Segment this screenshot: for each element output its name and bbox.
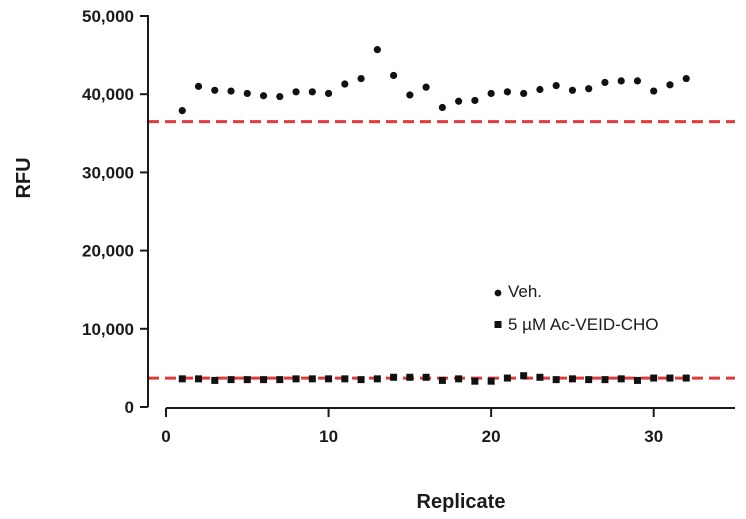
y-tick-label: 20,000: [82, 242, 134, 261]
legend-marker-veh: [494, 289, 502, 297]
data-point: [503, 374, 511, 382]
y-tick-label: 30,000: [82, 163, 134, 182]
data-point: [406, 373, 414, 381]
data-point: [520, 89, 528, 98]
data-point: [357, 376, 365, 384]
data-point: [194, 82, 203, 90]
data-point: [568, 375, 576, 383]
legend-marker-ac-veid-cho: [494, 321, 502, 328]
x-tick-label: 20: [482, 427, 501, 446]
legend-label-veh: Veh.: [508, 282, 542, 301]
data-point: [211, 86, 219, 94]
y-axis-ticks: 0 10,000 20,000 30,000 40,000 50,000: [82, 7, 148, 417]
data-point: [373, 375, 381, 383]
data-point: [487, 89, 495, 98]
data-point: [178, 107, 186, 115]
data-point: [552, 376, 560, 384]
data-point: [324, 89, 333, 98]
data-point: [536, 373, 544, 381]
data-point: [682, 374, 690, 382]
data-point: [292, 88, 300, 96]
data-point: [536, 85, 544, 94]
legend: Veh. 5 µM Ac-VEID-CHO: [494, 282, 659, 334]
data-point: [422, 83, 430, 91]
data-point: [406, 91, 414, 99]
data-point: [650, 87, 658, 95]
data-point: [178, 375, 186, 383]
data-point: [633, 77, 642, 85]
data-point: [455, 375, 463, 383]
data-point: [585, 376, 593, 384]
data-point: [438, 376, 446, 384]
legend-label-ac-veid-cho: 5 µM Ac-VEID-CHO: [508, 315, 659, 334]
data-point: [373, 46, 381, 54]
data-point: [682, 74, 690, 83]
axes: [147, 15, 735, 409]
data-point: [455, 97, 463, 105]
y-tick-label: 10,000: [82, 320, 134, 339]
data-point: [471, 96, 479, 105]
data-point: [666, 81, 674, 89]
series-ac-veid-cho: [178, 372, 690, 385]
data-point: [617, 77, 625, 85]
data-point: [292, 375, 300, 383]
data-point: [471, 377, 479, 385]
data-point: [243, 376, 251, 384]
data-point: [227, 87, 235, 95]
y-tick-label: 40,000: [82, 85, 134, 104]
x-tick-label: 30: [644, 427, 663, 446]
data-point: [601, 78, 609, 87]
data-point: [211, 376, 219, 384]
data-point: [276, 92, 284, 101]
reference-lines: [148, 120, 735, 380]
x-tick-label: 0: [161, 427, 170, 446]
data-point: [617, 375, 625, 383]
y-tick-label: 0: [125, 398, 134, 417]
data-point: [601, 376, 609, 384]
data-point: [666, 374, 674, 382]
data-point: [650, 374, 658, 382]
data-point: [487, 377, 495, 385]
data-point: [503, 88, 511, 96]
data-point: [276, 376, 284, 384]
data-point: [422, 373, 430, 381]
data-point: [243, 89, 251, 98]
series-veh: [178, 46, 690, 115]
y-tick-label: 50,000: [82, 7, 134, 26]
data-point: [325, 375, 333, 383]
data-point: [390, 71, 398, 80]
data-point: [341, 375, 349, 383]
data-point: [568, 86, 577, 94]
data-point: [227, 376, 235, 384]
data-point: [259, 92, 268, 100]
data-point: [357, 74, 365, 83]
data-point: [520, 372, 528, 380]
y-axis-title: RFU: [13, 157, 35, 198]
data-point: [438, 103, 446, 112]
data-point: [552, 81, 560, 90]
data-point: [390, 373, 398, 381]
x-axis-ticks: 0 10 20 30: [161, 408, 663, 446]
data-point: [585, 85, 593, 93]
data-point: [341, 80, 349, 88]
data-point: [260, 376, 268, 384]
data-point: [633, 376, 641, 384]
data-point: [308, 375, 316, 383]
x-axis-title: Replicate: [417, 491, 506, 513]
data-point: [308, 88, 316, 96]
data-point: [195, 375, 203, 383]
x-tick-label: 10: [319, 427, 338, 446]
